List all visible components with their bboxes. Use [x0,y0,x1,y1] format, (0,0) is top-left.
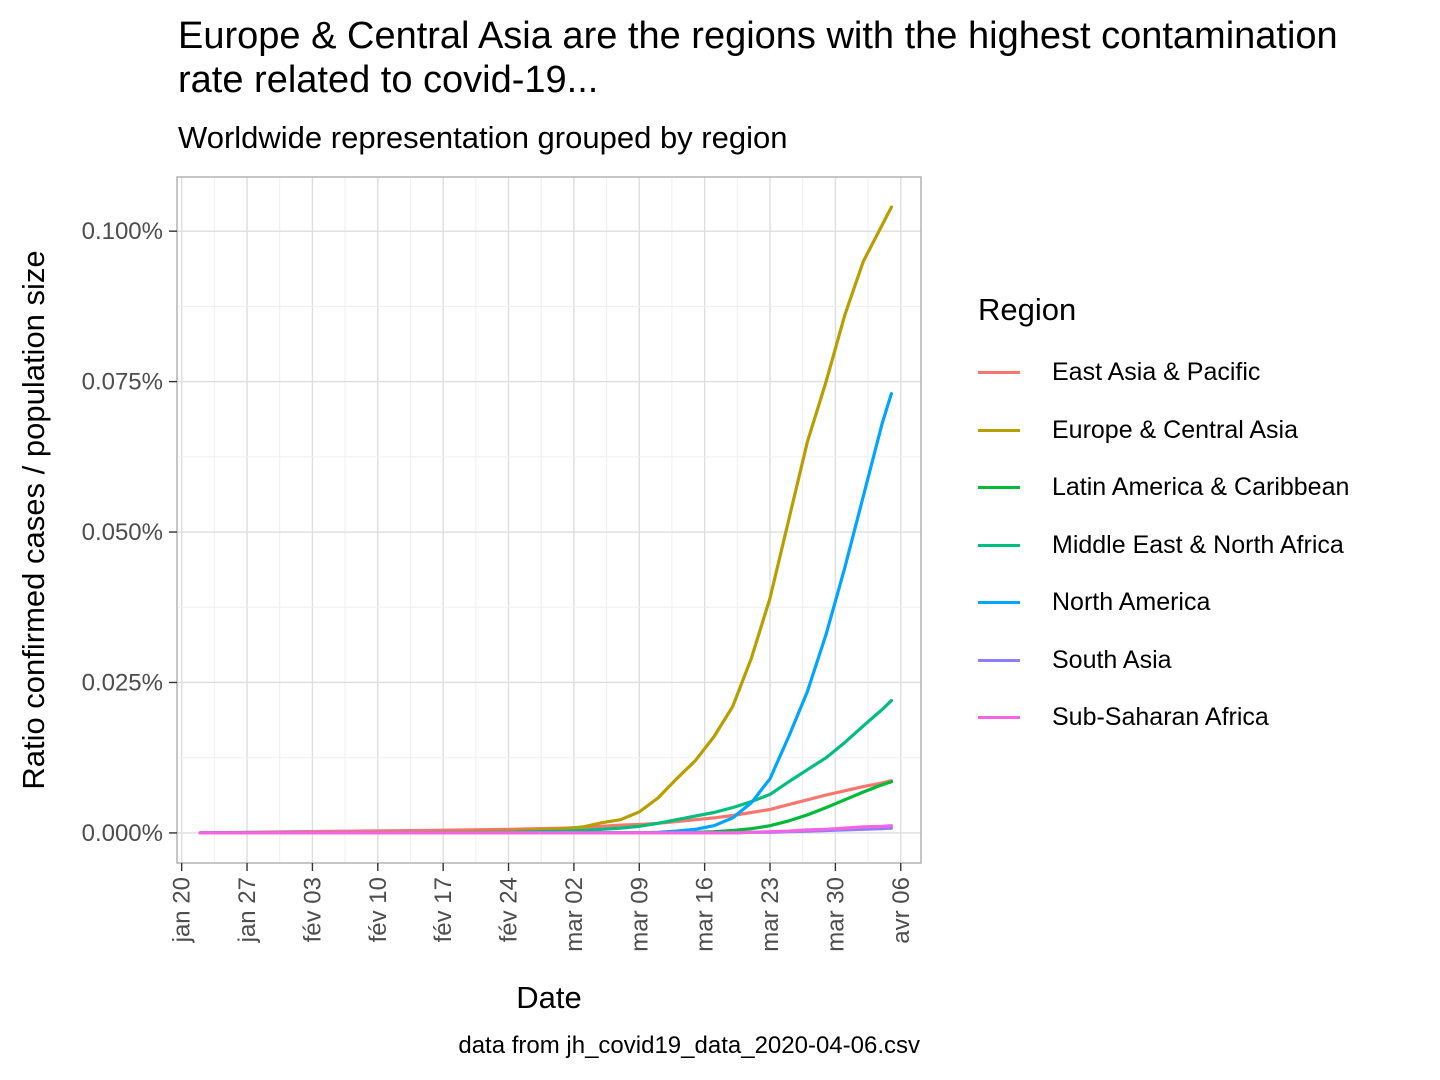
legend-label: East Asia & Pacific [1052,358,1261,387]
x-tick-label: fév 10 [365,877,392,942]
chart-caption: data from jh_covid19_data_2020-04-06.csv [458,1032,920,1059]
series-line [198,392,894,835]
grid [177,177,921,863]
x-tick-label: avr 06 [888,877,915,944]
x-tick-label: fév 03 [299,877,326,942]
legend-swatch [978,601,1020,605]
chart-title: Europe & Central Asia are the regions wi… [178,15,1338,101]
x-tick-label: fév 17 [430,877,457,942]
plot-panel-border [176,176,922,864]
legend-label: South Asia [1052,645,1172,674]
legend-item: North America [978,574,1349,632]
y-tick-label: 0.075% [82,369,163,396]
legend-item: East Asia & Pacific [978,344,1349,402]
y-tick-label: 0.025% [82,669,163,696]
legend-item: Latin America & Caribbean [978,459,1349,517]
legend-swatch [978,486,1020,490]
y-tick-label: 0.100% [82,218,163,245]
series-line [198,698,894,835]
legend-item: Middle East & North Africa [978,517,1349,575]
series-lines [198,205,894,835]
legend-label: Latin America & Caribbean [1052,473,1350,502]
x-tick-label: mar 30 [822,877,849,952]
legend-items: East Asia & Pacific Europe & Central Asia… [978,344,1349,747]
y-tick-label: 0.000% [82,820,163,847]
legend-item: Europe & Central Asia [978,402,1349,460]
legend-item: Sub-Saharan Africa [978,689,1349,747]
legend-swatch [978,658,1020,662]
axes: jan 20 jan 27 fév 03 fév 10 fév 17 fév 24 mar … [82,218,915,952]
legend-label: Europe & Central Asia [1052,415,1298,444]
chart-subtitle: Worldwide representation grouped by regi… [178,120,788,155]
legend-swatch [978,371,1020,375]
legend-label: North America [1052,588,1211,617]
legend-item: South Asia [978,632,1349,690]
x-tick-label: fév 24 [496,877,523,942]
legend-label: Sub-Saharan Africa [1052,703,1269,732]
series-line [198,780,894,835]
x-tick-label: mar 09 [626,877,653,952]
x-tick-label: mar 16 [692,877,719,952]
legend-swatch [978,428,1020,432]
x-tick-label: jan 20 [169,877,196,943]
legend: Region East Asia & Pacific Europe & Centr… [978,292,1349,747]
x-tick-label: mar 02 [561,877,588,952]
legend-swatch [978,543,1020,547]
x-tick-label: jan 27 [234,877,261,943]
legend-label: Middle East & North Africa [1052,530,1344,559]
x-tick-label: mar 23 [757,877,784,952]
legend-title: Region [978,292,1077,327]
series-line [198,778,894,835]
y-tick-label: 0.050% [82,519,163,546]
y-axis-label: Ratio confirmed cases / population size [16,250,51,789]
x-axis-label: Date [516,980,581,1015]
series-line [198,824,894,835]
legend-swatch [978,716,1020,720]
series-line [198,205,894,835]
